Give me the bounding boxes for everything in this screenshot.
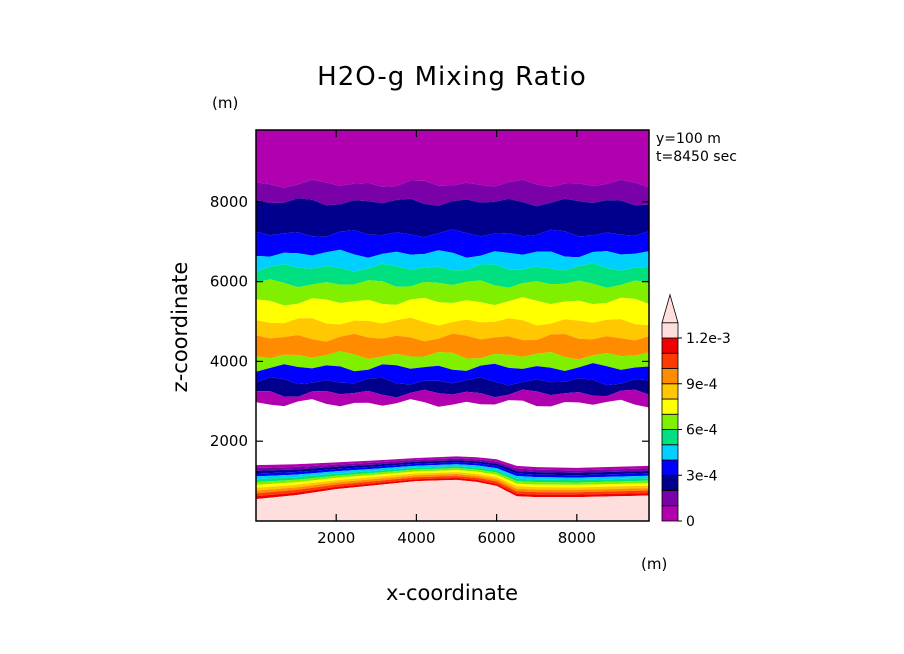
contour-band — [256, 479, 649, 521]
contour-band — [256, 474, 649, 494]
contour-band — [256, 363, 649, 386]
contour-band — [256, 229, 649, 258]
y-axis: 2000 4000 6000 8000 — [210, 193, 649, 450]
contour-band — [256, 468, 649, 485]
contour-band — [256, 263, 649, 288]
colorbar-swatch — [661, 413, 679, 430]
contour-band — [256, 456, 649, 471]
x-tick-label: 6000 — [478, 529, 516, 547]
contour-band — [256, 249, 649, 272]
contour-band — [256, 460, 649, 476]
x-axis: 2000 4000 6000 8000 — [317, 130, 596, 547]
plot-frame — [255, 129, 650, 522]
contour-band — [256, 462, 649, 478]
contour-band — [256, 130, 649, 188]
x-tick-label: 4000 — [397, 529, 435, 547]
x-axis-label: x-coordinate — [386, 581, 518, 605]
contour-band — [256, 472, 649, 491]
contour-band — [256, 470, 649, 488]
contour-band — [256, 377, 649, 398]
contour-band — [256, 466, 649, 483]
colorbar-tick-label: 3e-4 — [686, 468, 718, 484]
contour-band — [256, 476, 649, 497]
contour-band — [256, 317, 649, 342]
contour-band — [256, 389, 649, 408]
colorbar-tick-label: 9e-4 — [686, 377, 718, 393]
contour-band — [256, 458, 649, 473]
contour-band — [256, 179, 649, 207]
y-tick-label: 6000 — [210, 273, 248, 291]
colorbar-tick-label: 6e-4 — [686, 423, 718, 439]
colorbar-swatch — [661, 368, 679, 385]
contour-band — [256, 333, 649, 360]
chart-title: H2O-g Mixing Ratio — [317, 62, 587, 92]
colorbar-swatch — [661, 490, 679, 507]
colorbar-swatch — [661, 337, 679, 354]
contour-field — [256, 130, 649, 521]
contour-band — [256, 477, 649, 500]
colorbar-swatch — [661, 383, 679, 400]
annotation-y-slice: y=100 m — [656, 131, 721, 147]
colorbar-tick-label: 1.2e-3 — [686, 331, 731, 347]
colorbar-tick-label: 0 — [686, 514, 695, 530]
y-axis-label: z-coordinate — [168, 262, 192, 393]
colorbar-swatch — [661, 322, 679, 339]
colorbar-swatch — [661, 444, 679, 461]
y-axis-unit: (m) — [212, 94, 238, 112]
x-tick-label: 8000 — [558, 529, 596, 547]
contour-band — [256, 279, 649, 306]
contour-band — [256, 198, 649, 238]
colorbar-swatch — [661, 398, 679, 415]
y-tick-label: 8000 — [210, 193, 248, 211]
annotation-time: t=8450 sec — [656, 149, 737, 165]
colorbar-swatch — [661, 352, 679, 369]
colorbar-swatch — [661, 459, 679, 476]
contour-band — [256, 351, 649, 372]
colorbar-swatch — [661, 505, 679, 522]
colorbar-swatch — [661, 474, 679, 491]
x-axis-unit: (m) — [641, 555, 667, 573]
colorbar: 0 3e-4 6e-4 9e-4 1.2e-3 — [661, 293, 731, 530]
x-tick-label: 2000 — [317, 529, 355, 547]
colorbar-extend-arrow — [661, 293, 679, 324]
contour-band — [256, 297, 649, 326]
contour-band — [256, 464, 649, 481]
colorbar-swatch — [661, 429, 679, 446]
y-tick-label: 4000 — [210, 352, 248, 370]
y-tick-label: 2000 — [210, 432, 248, 450]
